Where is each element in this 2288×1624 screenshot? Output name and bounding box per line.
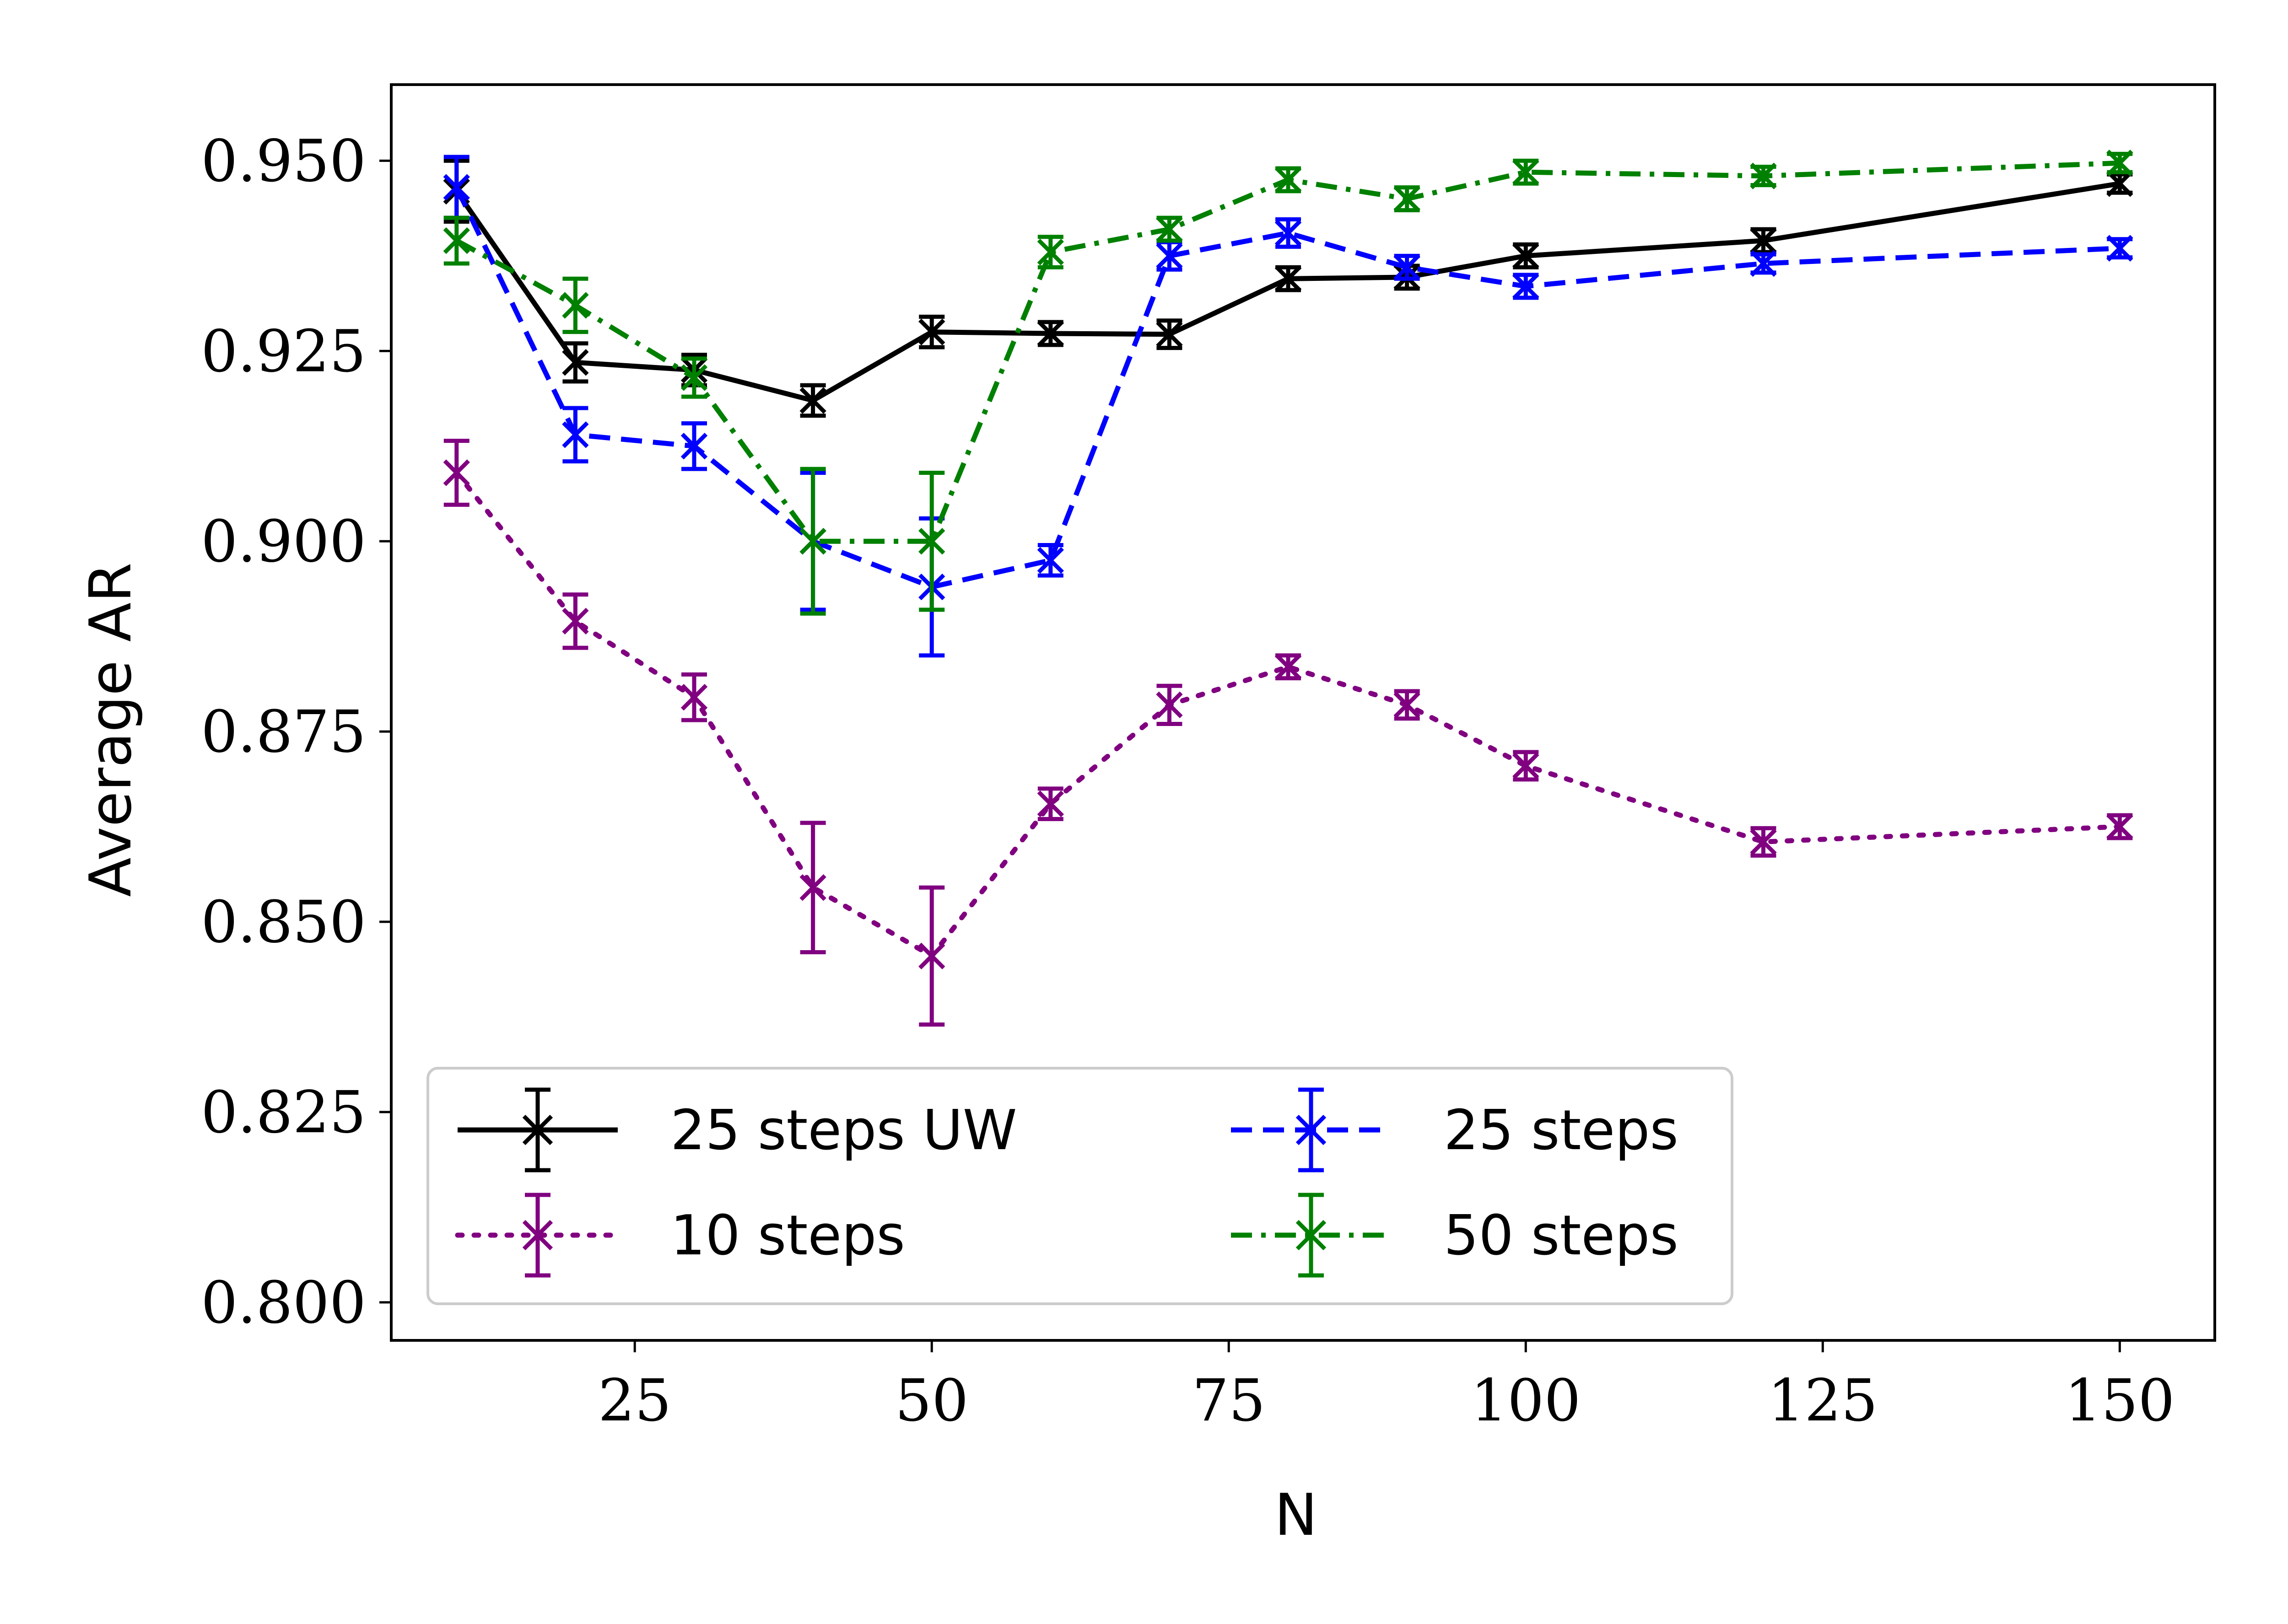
data-point-marker [680, 684, 708, 711]
data-point-marker [918, 942, 945, 970]
data-point-marker [1750, 162, 1777, 189]
y-tick-label: 0.925 [201, 317, 366, 385]
axes: 25 50 75 100 125 150 0.800 0.825 0.850 0.875 0.900… [201, 83, 2216, 1434]
data-point-marker [799, 387, 826, 414]
data-point-marker [443, 459, 470, 486]
y-tick-label: 0.825 [201, 1079, 366, 1146]
data-point-marker [1274, 166, 1302, 194]
x-tick-label: 125 [1768, 1367, 1878, 1434]
data-point-marker [562, 292, 589, 319]
data-point-marker [1512, 273, 1539, 300]
data-point-marker [799, 527, 826, 555]
data-point-marker [2106, 150, 2133, 177]
data-point-marker [1512, 752, 1539, 780]
data-point-marker [443, 174, 470, 201]
data-point-marker [1037, 238, 1064, 266]
data-point-marker [1512, 242, 1539, 269]
legend-label: 50 steps [1444, 1204, 1678, 1268]
data-point-marker [562, 608, 589, 635]
data-point-marker [918, 527, 945, 555]
series-line [454, 181, 2121, 403]
data-point-marker [1274, 265, 1302, 292]
data-point-marker [1156, 321, 1183, 348]
series-line [454, 470, 2122, 959]
data-point-marker [1393, 691, 1420, 719]
data-point-marker [1512, 159, 1539, 186]
data-point-marker [443, 227, 470, 254]
legend-entry: 10 steps [455, 1193, 905, 1278]
y-tick-label: 0.800 [201, 1269, 366, 1336]
data-point-marker [562, 421, 589, 448]
legend-label: 10 steps [670, 1204, 905, 1268]
series-line [455, 160, 2120, 544]
series-3 [443, 150, 2133, 616]
axes-frame [390, 83, 2216, 1342]
legend-label: 25 steps UW [670, 1099, 1017, 1162]
data-point-marker [799, 874, 826, 901]
x-tick-label: 100 [1471, 1367, 1581, 1434]
series-layer [443, 150, 2133, 1027]
y-axis-title: Average AR [77, 562, 144, 897]
data-point-marker [1274, 220, 1302, 247]
legend-entry: 25 steps UW [458, 1087, 1017, 1172]
data-point-marker [1750, 828, 1777, 855]
data-point-marker [1156, 215, 1183, 243]
x-axis-title: N [1274, 1481, 1317, 1549]
data-point-marker [1393, 185, 1420, 212]
legend-box [426, 1067, 1733, 1305]
data-point-marker [2106, 235, 2133, 262]
data-point-marker [680, 433, 708, 460]
y-tick-label: 0.900 [201, 508, 366, 575]
data-point-marker [2106, 813, 2133, 840]
legend-label: 25 steps [1444, 1099, 1678, 1162]
data-point-marker [1037, 547, 1064, 574]
y-tick-label: 0.950 [201, 127, 366, 194]
plot-area [443, 150, 2133, 1027]
x-tick-label: 50 [895, 1367, 968, 1434]
legend-entry: 25 steps [1231, 1087, 1678, 1172]
data-point-marker [562, 349, 589, 376]
data-point-marker [1750, 227, 1777, 254]
data-point-marker [1393, 254, 1420, 281]
data-point-marker [918, 318, 945, 345]
data-point-marker [1156, 691, 1183, 719]
legend: 25 steps UW 10 steps 25 steps 50 steps [426, 1067, 1733, 1305]
x-tick-label: 150 [2065, 1367, 2175, 1434]
data-point-marker [1156, 242, 1183, 269]
x-tick-label: 75 [1192, 1367, 1265, 1434]
data-point-marker [1037, 320, 1064, 347]
series-1 [443, 439, 2133, 1027]
x-tick-label: 25 [598, 1367, 671, 1434]
data-point-marker [680, 364, 708, 391]
data-point-marker [1274, 653, 1302, 680]
legend-entry: 50 steps [1231, 1193, 1678, 1278]
y-tick-label: 0.850 [201, 888, 366, 956]
data-point-marker [1037, 790, 1064, 817]
y-tick-label: 0.875 [201, 698, 366, 765]
data-point-marker [2106, 170, 2133, 197]
data-point-marker [1750, 250, 1777, 277]
